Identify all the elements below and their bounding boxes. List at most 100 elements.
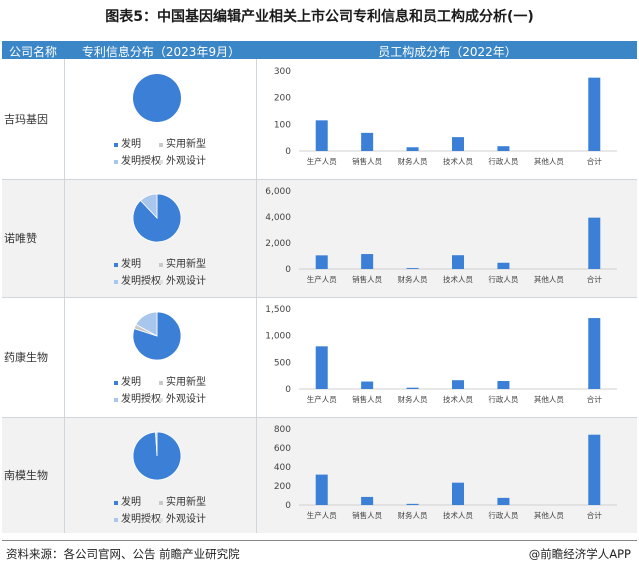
legend-label: 外观设计 (166, 154, 206, 167)
y-tick-label: 100 (274, 120, 291, 130)
bar-1 (315, 474, 328, 505)
bar-5 (497, 497, 510, 505)
legend-label: 外观设计 (166, 274, 206, 287)
y-tick-label: 2,000 (265, 239, 291, 249)
legend-swatch (159, 280, 163, 284)
y-tick-label: 600 (274, 444, 291, 454)
y-tick-label: 0 (285, 385, 291, 395)
header-company: 公司名称 (8, 45, 57, 59)
legend-label: 发明 (121, 495, 141, 508)
pie-slice-3 (140, 193, 158, 220)
bar-7 (588, 217, 601, 269)
y-tick-label: 4,000 (265, 213, 291, 223)
y-tick-label: 6,000 (265, 187, 291, 197)
legend-swatch (159, 398, 163, 402)
x-tick-label: 其他人员 (534, 394, 564, 404)
legend-swatch (114, 160, 118, 164)
x-tick-label: 合计 (587, 274, 602, 284)
x-tick-label: 生产人员 (307, 156, 337, 166)
x-tick-label: 销售人员 (352, 274, 382, 284)
x-tick-label: 技术人员 (443, 510, 473, 520)
bar-1 (315, 255, 328, 269)
x-tick-label: 财务人员 (398, 274, 428, 284)
legend-swatch (114, 280, 118, 284)
x-tick-label: 财务人员 (398, 510, 428, 520)
y-tick-label: 0 (285, 501, 291, 511)
staff-bar-chart: 0 100 200 300 生产人员 销售人员 财务人员 技术人员 行政人员 其他人员 合计 (274, 67, 617, 166)
x-tick-label: 合计 (587, 510, 602, 520)
legend-label: 发明 (121, 257, 141, 270)
legend-label: 发明授权 (121, 392, 161, 405)
x-tick-label: 技术人员 (443, 274, 473, 284)
bar-7 (588, 77, 601, 151)
legend-label: 实用新型 (166, 375, 206, 388)
bar-7 (588, 318, 601, 389)
y-tick-label: 0 (285, 265, 291, 275)
x-tick-label: 财务人员 (398, 156, 428, 166)
x-tick-label: 技术人员 (443, 394, 473, 404)
legend-label: 实用新型 (166, 257, 206, 270)
legend-swatch (114, 143, 118, 147)
legend-swatch (159, 160, 163, 164)
x-tick-label: 生产人员 (307, 274, 337, 284)
bar-1 (315, 346, 328, 389)
column-divider-1 (64, 59, 65, 533)
bar-2 (361, 132, 374, 151)
bar-4 (452, 482, 464, 505)
bar-5 (497, 381, 510, 389)
table-header: 公司名称 专利信息分布（2023年9月） 员工构成分布（2022年） (2, 41, 637, 59)
bar-4 (452, 255, 464, 269)
bar-1 (315, 120, 328, 151)
legend-label: 发明 (121, 137, 141, 150)
pie-slice-1 (132, 311, 182, 361)
legend-swatch (159, 143, 163, 147)
legend-swatch (159, 501, 163, 505)
y-tick-label: 1,000 (265, 332, 291, 342)
x-tick-label: 其他人员 (534, 510, 564, 520)
x-tick-label: 生产人员 (307, 394, 337, 404)
column-divider-2 (256, 59, 257, 533)
legend-swatch (159, 518, 163, 522)
legend-label: 外观设计 (166, 392, 206, 405)
legend-label: 发明授权 (121, 274, 161, 287)
legend-swatch (114, 518, 118, 522)
pie-slice-1 (133, 74, 181, 122)
bar-2 (361, 496, 374, 505)
bar-5 (497, 262, 510, 269)
page-title: 图表5：中国基因编辑产业相关上市公司专利信息和员工构成分析(一) (105, 9, 534, 25)
company-name: 诺唯赞 (4, 232, 37, 245)
legend-swatch (114, 501, 118, 505)
bar-5 (497, 146, 510, 151)
legend-swatch (114, 398, 118, 402)
legend-swatch (114, 263, 118, 267)
legend-label: 实用新型 (166, 495, 206, 508)
bar-2 (361, 254, 374, 269)
x-tick-label: 合计 (587, 156, 602, 166)
legend-label: 发明授权 (121, 512, 161, 525)
y-tick-label: 400 (274, 463, 291, 473)
bar-2 (361, 381, 374, 389)
bar-3 (406, 268, 419, 269)
x-tick-label: 行政人员 (488, 394, 518, 404)
x-tick-label: 行政人员 (488, 274, 518, 284)
y-tick-label: 500 (274, 358, 291, 368)
header-patent: 专利信息分布（2023年9月） (81, 45, 241, 59)
bar-3 (406, 387, 419, 389)
x-tick-label: 销售人员 (352, 156, 382, 166)
x-tick-label: 销售人员 (352, 394, 382, 404)
x-tick-label: 技术人员 (443, 156, 473, 166)
x-tick-label: 其他人员 (534, 274, 564, 284)
legend-label: 发明 (121, 375, 141, 388)
x-tick-label: 行政人员 (488, 510, 518, 520)
staff-bar-chart: 0 2,000 4,000 6,000 生产人员 销售人员 财务人员 技术人员 行政人员 其他人员… (265, 187, 617, 284)
company-name: 吉玛基因 (4, 113, 48, 126)
pie-slice-3 (135, 311, 158, 337)
bar-4 (452, 137, 464, 151)
bar-3 (406, 503, 419, 505)
x-tick-label: 其他人员 (534, 156, 564, 166)
footer-brand: @前瞻经济学人APP (528, 547, 631, 561)
footer-source: 资料来源：各公司官网、公告 前瞻产业研究院 (6, 547, 240, 561)
